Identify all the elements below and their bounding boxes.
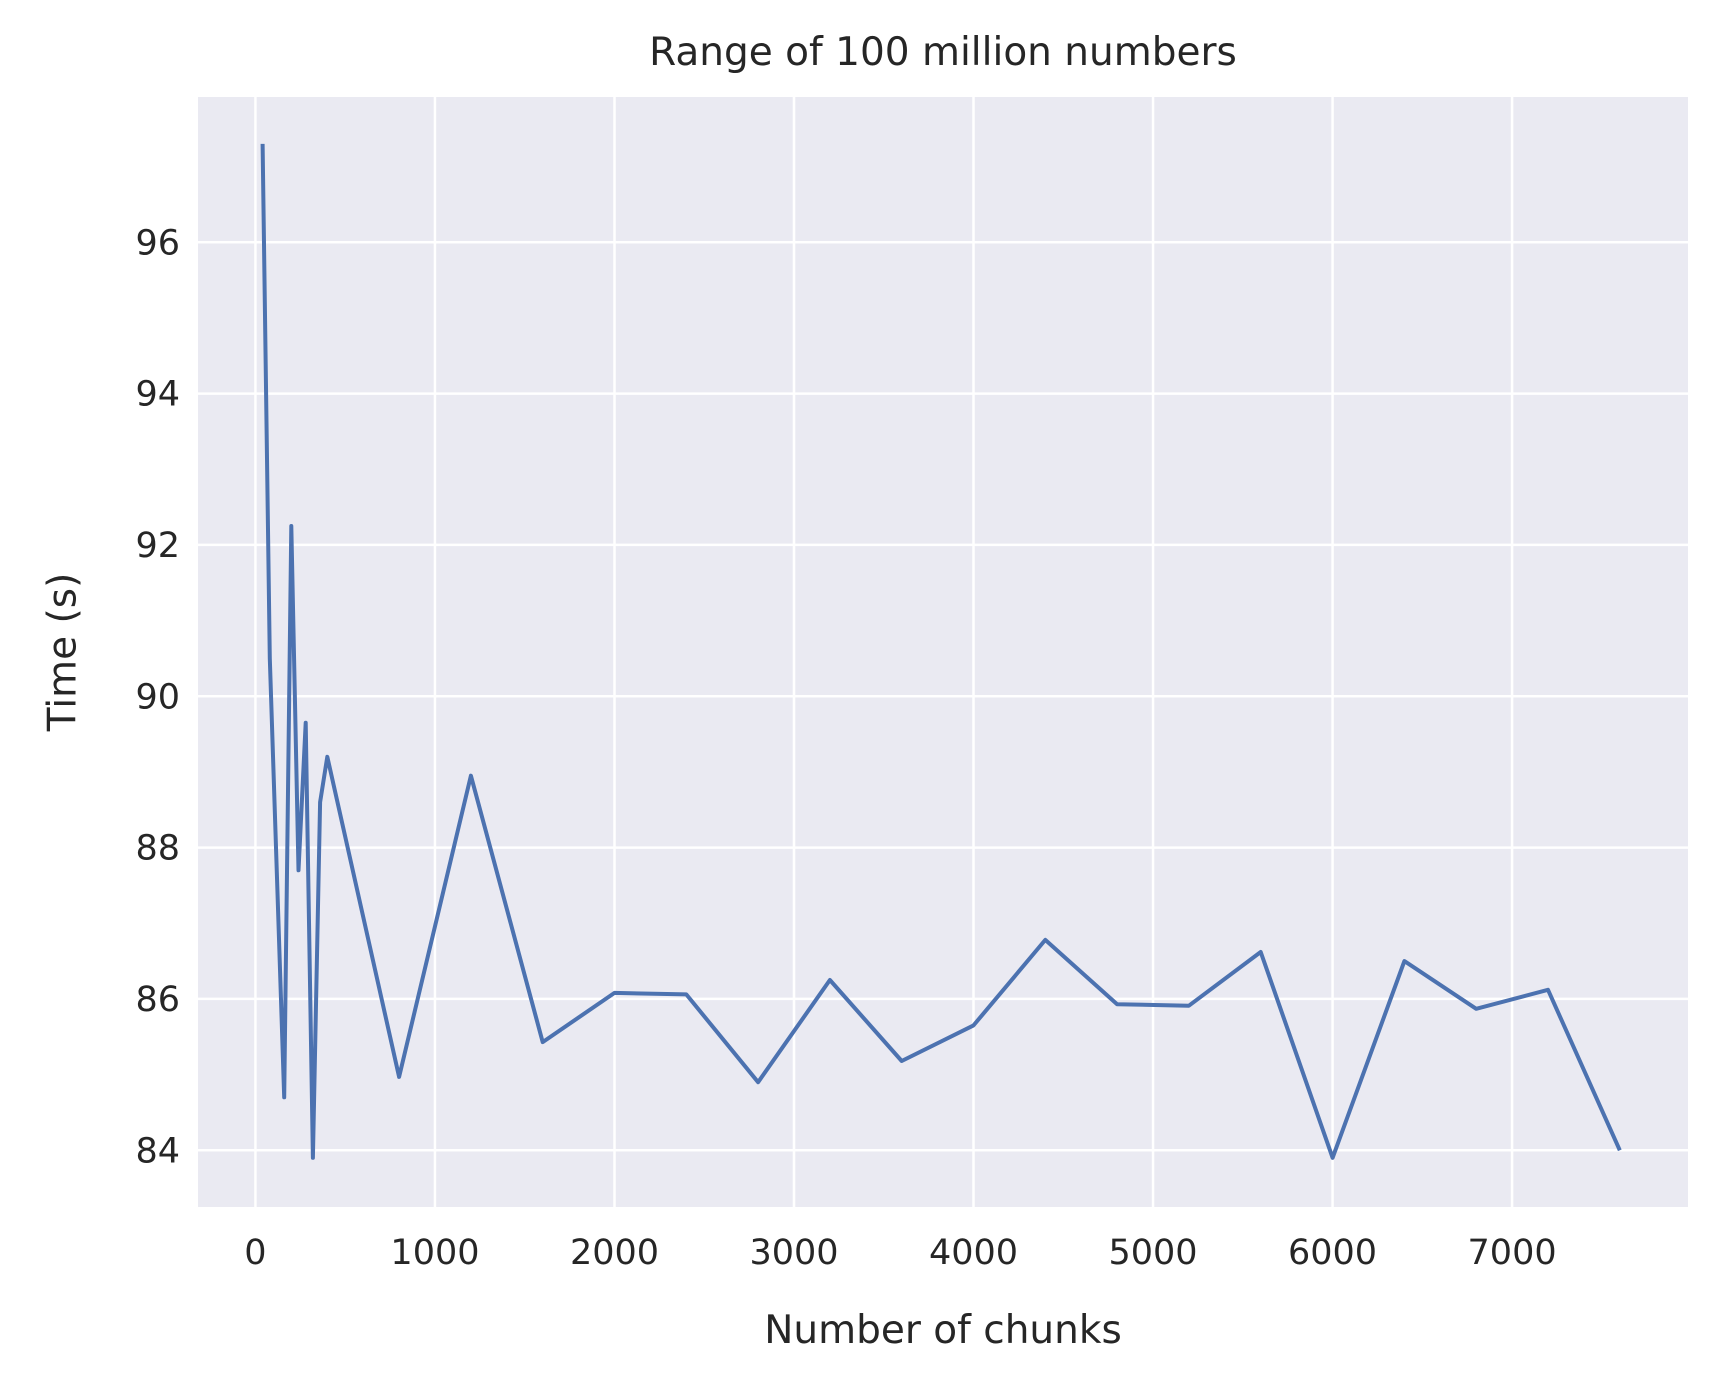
- chart-title: Range of 100 million numbers: [649, 30, 1237, 75]
- x-tick-label: 4000: [929, 1233, 1018, 1273]
- x-axis-label: Number of chunks: [764, 1308, 1122, 1353]
- y-tick-label: 90: [135, 677, 180, 717]
- x-tick-label: 0: [244, 1233, 266, 1273]
- y-axis-label: Time (s): [41, 573, 86, 733]
- y-tick-label: 94: [135, 375, 180, 415]
- y-tick-label: 88: [135, 829, 180, 869]
- x-tick-label: 2000: [570, 1233, 659, 1273]
- x-tick-label: 1000: [390, 1233, 479, 1273]
- y-tick-label: 84: [135, 1131, 180, 1171]
- x-tick-label: 5000: [1108, 1233, 1197, 1273]
- y-tick-label: 92: [135, 526, 180, 566]
- x-tick-label: 6000: [1288, 1233, 1377, 1273]
- x-tick-label: 7000: [1468, 1233, 1557, 1273]
- x-tick-label: 3000: [749, 1233, 838, 1273]
- y-tick-label: 86: [135, 980, 180, 1020]
- y-tick-label: 96: [135, 223, 180, 263]
